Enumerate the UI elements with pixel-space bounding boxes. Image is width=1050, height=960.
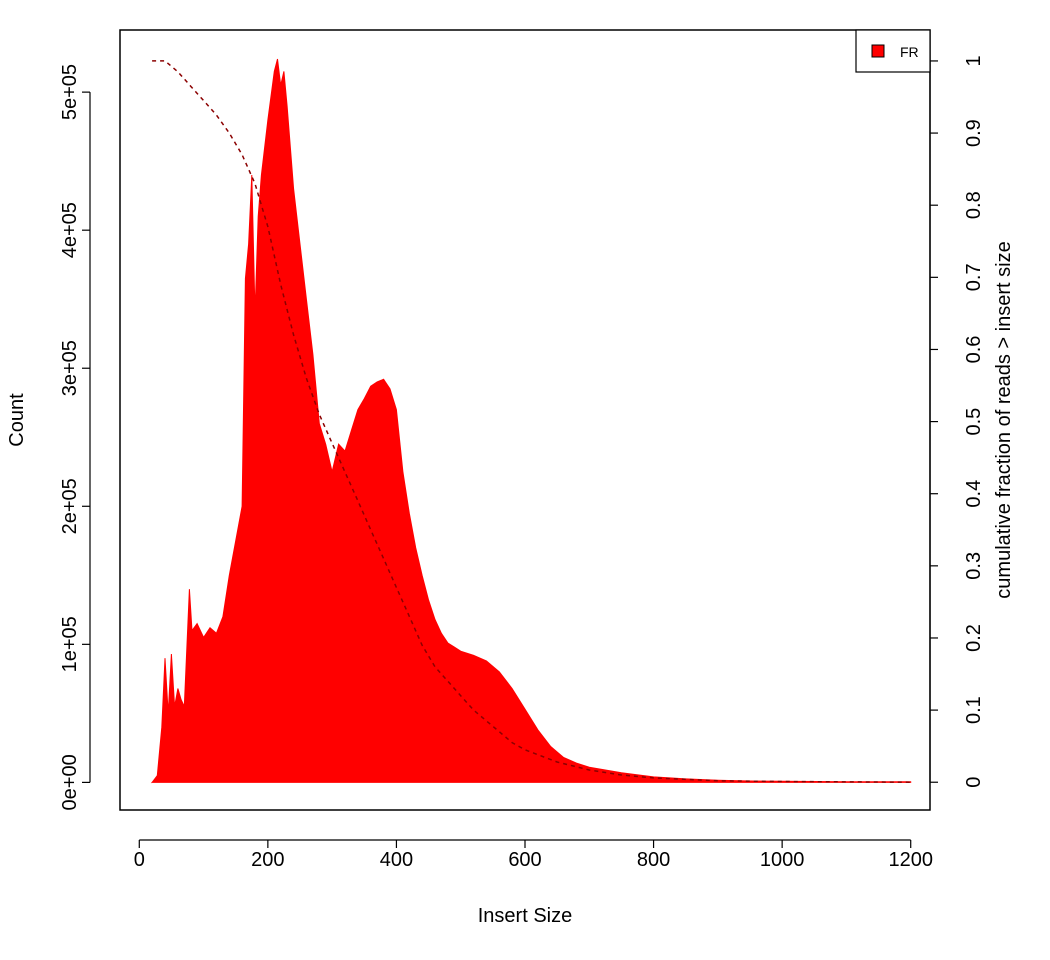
y2-tick-label: 0.6 <box>963 336 985 364</box>
legend-swatch-fr <box>871 44 885 58</box>
y2-tick-label: 0.4 <box>963 480 985 508</box>
series-cumulative-fraction-line <box>152 60 911 783</box>
y-axis-left: 0e+00 1e+05 2e+05 3e+05 4e+05 5e+05 <box>59 64 91 810</box>
y2-tick-label: 1 <box>963 55 985 66</box>
x-tick-label: 1000 <box>760 849 805 871</box>
y2-tick-label: 0.2 <box>963 624 985 652</box>
series-fr-area <box>150 58 912 784</box>
legend: FR <box>855 29 931 73</box>
x-tick-label: 800 <box>637 849 670 871</box>
y-tick-label: 4e+05 <box>59 202 81 258</box>
x-tick-label: 400 <box>380 849 413 871</box>
x-axis: 0 200 400 600 800 1000 1200 <box>134 839 933 871</box>
x-tick-label: 0 <box>134 849 145 871</box>
y2-tick-label: 0 <box>963 777 985 788</box>
y-tick-label: 2e+05 <box>59 478 81 534</box>
legend-box <box>855 29 931 73</box>
y-tick-label: 1e+05 <box>59 616 81 672</box>
plot-area <box>150 58 912 784</box>
y2-tick-label: 0.5 <box>963 408 985 436</box>
y2-tick-label: 0.1 <box>963 696 985 724</box>
legend-label-fr: FR <box>900 44 919 60</box>
x-axis-label: Insert Size <box>478 905 572 927</box>
x-tick-label: 1200 <box>888 849 933 871</box>
y2-axis-label: cumulative fraction of reads > insert si… <box>993 241 1015 598</box>
x-tick-label: 200 <box>251 849 284 871</box>
y2-tick-label: 0.3 <box>963 552 985 580</box>
x-tick-label: 600 <box>508 849 541 871</box>
y-tick-label: 0e+00 <box>59 754 81 810</box>
y-axis-right: 0 0.1 0.2 0.3 0.4 0.5 0.6 0.7 0.8 0.9 1 <box>929 55 985 788</box>
y-axis-label: Count <box>6 393 28 447</box>
y2-tick-label: 0.9 <box>963 119 985 147</box>
y-tick-label: 3e+05 <box>59 340 81 396</box>
y2-tick-label: 0.7 <box>963 263 985 291</box>
y-tick-label: 5e+05 <box>59 64 81 120</box>
y2-tick-label: 0.8 <box>963 191 985 219</box>
